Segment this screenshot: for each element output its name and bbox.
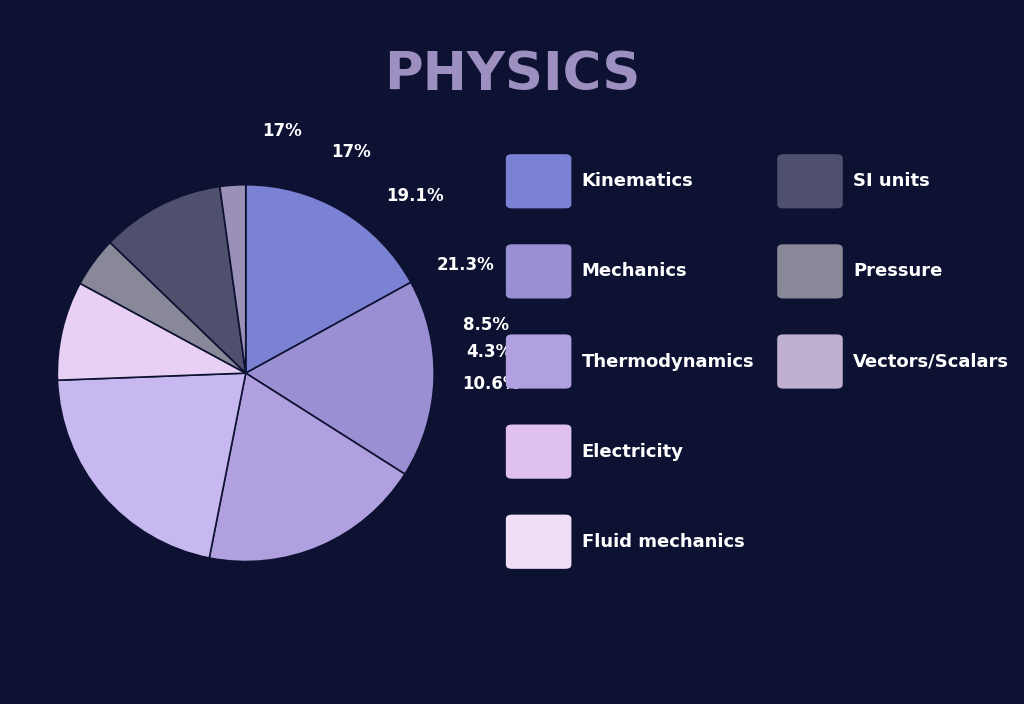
Wedge shape (110, 187, 246, 373)
Text: Kinematics: Kinematics (582, 172, 693, 190)
Text: Electricity: Electricity (582, 443, 684, 460)
Wedge shape (220, 184, 246, 373)
Text: PHYSICS: PHYSICS (384, 49, 640, 101)
Text: 17%: 17% (332, 143, 371, 161)
Text: 8.5%: 8.5% (463, 316, 509, 334)
Text: 17%: 17% (262, 122, 302, 140)
Wedge shape (57, 373, 246, 558)
Text: 4.3%: 4.3% (467, 343, 513, 361)
Text: SI units: SI units (853, 172, 930, 190)
Text: Vectors/Scalars: Vectors/Scalars (853, 353, 1009, 370)
Text: 21.3%: 21.3% (436, 256, 495, 274)
Wedge shape (57, 284, 246, 380)
Text: 19.1%: 19.1% (386, 187, 443, 205)
Text: Pressure: Pressure (853, 263, 942, 280)
Text: 10.6%: 10.6% (462, 375, 519, 393)
Text: Thermodynamics: Thermodynamics (582, 353, 755, 370)
Wedge shape (80, 242, 246, 373)
Wedge shape (209, 373, 404, 562)
Text: Mechanics: Mechanics (582, 263, 687, 280)
Wedge shape (246, 184, 411, 373)
Wedge shape (246, 282, 434, 474)
Text: Fluid mechanics: Fluid mechanics (582, 533, 744, 551)
